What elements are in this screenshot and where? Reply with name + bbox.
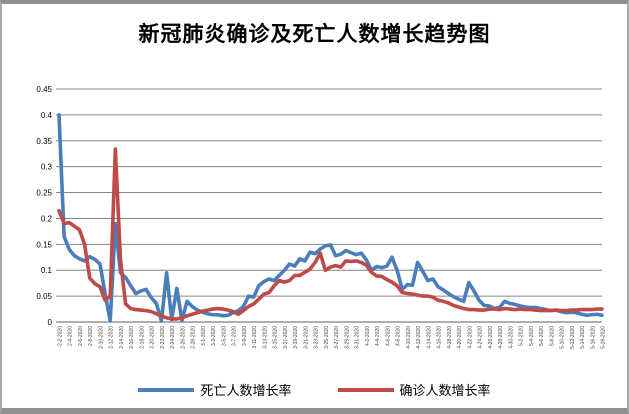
svg-text:2-8-2020: 2-8-2020 bbox=[88, 326, 94, 346]
svg-text:0.3: 0.3 bbox=[41, 163, 53, 172]
svg-text:2-18-2020: 2-18-2020 bbox=[139, 326, 145, 349]
svg-text:5-16-2020: 5-16-2020 bbox=[590, 326, 596, 349]
svg-text:4-22-2020: 4-22-2020 bbox=[467, 326, 473, 349]
svg-text:0.45: 0.45 bbox=[36, 85, 52, 94]
svg-text:4-4-2020: 4-4-2020 bbox=[375, 326, 381, 346]
svg-text:3-3-2020: 3-3-2020 bbox=[211, 326, 217, 346]
svg-text:3-31-2020: 3-31-2020 bbox=[355, 326, 361, 349]
svg-text:5-8-2020: 5-8-2020 bbox=[549, 326, 555, 346]
svg-text:2-10-2020: 2-10-2020 bbox=[98, 326, 104, 349]
svg-text:2-14-2020: 2-14-2020 bbox=[119, 326, 125, 349]
svg-text:3-15-2020: 3-15-2020 bbox=[273, 326, 279, 349]
svg-text:3-27-2020: 3-27-2020 bbox=[334, 326, 340, 349]
svg-text:4-20-2020: 4-20-2020 bbox=[457, 326, 463, 349]
svg-text:3-19-2020: 3-19-2020 bbox=[293, 326, 299, 349]
svg-text:2-16-2020: 2-16-2020 bbox=[129, 326, 135, 349]
svg-text:4-12-2020: 4-12-2020 bbox=[416, 326, 422, 349]
deaths-line-swatch bbox=[138, 387, 195, 392]
svg-text:3-23-2020: 3-23-2020 bbox=[314, 326, 320, 349]
trend-chart-plot: 0 0.05 0.1 0.15 0.2 0.25 0.3 0.35 0.4 0.45 2-2-202… bbox=[36, 85, 607, 349]
svg-text:4-6-2020: 4-6-2020 bbox=[385, 326, 391, 346]
svg-text:3-1-2020: 3-1-2020 bbox=[201, 326, 207, 346]
svg-text:0.05: 0.05 bbox=[36, 292, 52, 301]
svg-text:4-10-2020: 4-10-2020 bbox=[406, 326, 412, 349]
svg-text:3-5-2020: 3-5-2020 bbox=[221, 326, 227, 346]
svg-text:3-13-2020: 3-13-2020 bbox=[262, 326, 268, 349]
svg-text:0.4: 0.4 bbox=[41, 111, 53, 120]
svg-text:5-4-2020: 5-4-2020 bbox=[529, 326, 535, 346]
svg-text:3-7-2020: 3-7-2020 bbox=[232, 326, 238, 346]
svg-text:4-26-2020: 4-26-2020 bbox=[488, 326, 494, 349]
gridlines bbox=[56, 88, 602, 323]
confirmed-growth-line bbox=[57, 147, 604, 321]
svg-text:2-24-2020: 2-24-2020 bbox=[170, 326, 176, 349]
legend-item-deaths: 死亡人数增长率 bbox=[138, 380, 292, 399]
svg-text:3-17-2020: 3-17-2020 bbox=[283, 326, 289, 349]
y-axis-labels: 0 0.05 0.1 0.15 0.2 0.25 0.3 0.35 0.4 0.45 bbox=[36, 85, 52, 327]
svg-text:4-28-2020: 4-28-2020 bbox=[498, 326, 504, 349]
svg-text:5-10-2020: 5-10-2020 bbox=[560, 326, 566, 349]
chart-title: 新冠肺炎确诊及死亡人数增长趋势图 bbox=[138, 23, 491, 46]
confirmed-line-swatch bbox=[337, 387, 394, 392]
x-axis-labels: 2-2-2020 2-4-2020 2-6-2020 2-8-2020 2-10-202… bbox=[58, 326, 607, 349]
legend-item-confirmed: 确诊人数增长率 bbox=[337, 380, 491, 399]
svg-text:0.2: 0.2 bbox=[41, 214, 53, 223]
svg-text:3-21-2020: 3-21-2020 bbox=[303, 326, 309, 349]
svg-text:2-12-2020: 2-12-2020 bbox=[109, 326, 115, 349]
svg-text:5-18-2020: 5-18-2020 bbox=[601, 326, 607, 349]
svg-text:3-9-2020: 3-9-2020 bbox=[242, 326, 248, 346]
svg-text:5-2-2020: 5-2-2020 bbox=[519, 326, 525, 346]
svg-text:2-2-2020: 2-2-2020 bbox=[58, 326, 64, 346]
svg-text:2-4-2020: 2-4-2020 bbox=[68, 326, 74, 346]
svg-text:0.25: 0.25 bbox=[36, 189, 52, 198]
svg-text:3-29-2020: 3-29-2020 bbox=[344, 326, 350, 349]
deaths-growth-line bbox=[57, 113, 604, 323]
svg-text:0: 0 bbox=[48, 318, 53, 327]
chart-legend: 死亡人数增长率 确诊人数增长率 bbox=[2, 380, 627, 399]
svg-text:2-28-2020: 2-28-2020 bbox=[191, 326, 197, 349]
legend-label-deaths: 死亡人数增长率 bbox=[200, 383, 292, 398]
svg-text:4-18-2020: 4-18-2020 bbox=[447, 326, 453, 349]
svg-text:2-20-2020: 2-20-2020 bbox=[150, 326, 156, 349]
svg-text:5-6-2020: 5-6-2020 bbox=[539, 326, 545, 346]
svg-text:4-8-2020: 4-8-2020 bbox=[396, 326, 402, 346]
svg-text:3-11-2020: 3-11-2020 bbox=[252, 326, 258, 349]
svg-text:5-12-2020: 5-12-2020 bbox=[570, 326, 576, 349]
svg-text:4-16-2020: 4-16-2020 bbox=[437, 326, 443, 349]
svg-text:2-26-2020: 2-26-2020 bbox=[180, 326, 186, 349]
svg-text:0.1: 0.1 bbox=[41, 266, 53, 275]
svg-text:5-14-2020: 5-14-2020 bbox=[580, 326, 586, 349]
svg-text:4-30-2020: 4-30-2020 bbox=[508, 326, 514, 349]
svg-text:4-24-2020: 4-24-2020 bbox=[478, 326, 484, 349]
svg-text:3-25-2020: 3-25-2020 bbox=[324, 326, 330, 349]
svg-text:4-2-2020: 4-2-2020 bbox=[365, 326, 371, 346]
svg-text:0.15: 0.15 bbox=[36, 240, 52, 249]
svg-text:2-6-2020: 2-6-2020 bbox=[78, 326, 84, 346]
svg-text:0.35: 0.35 bbox=[36, 137, 52, 146]
legend-label-confirmed: 确诊人数增长率 bbox=[399, 383, 491, 398]
svg-text:4-14-2020: 4-14-2020 bbox=[426, 326, 432, 349]
svg-text:2-22-2020: 2-22-2020 bbox=[160, 326, 166, 349]
